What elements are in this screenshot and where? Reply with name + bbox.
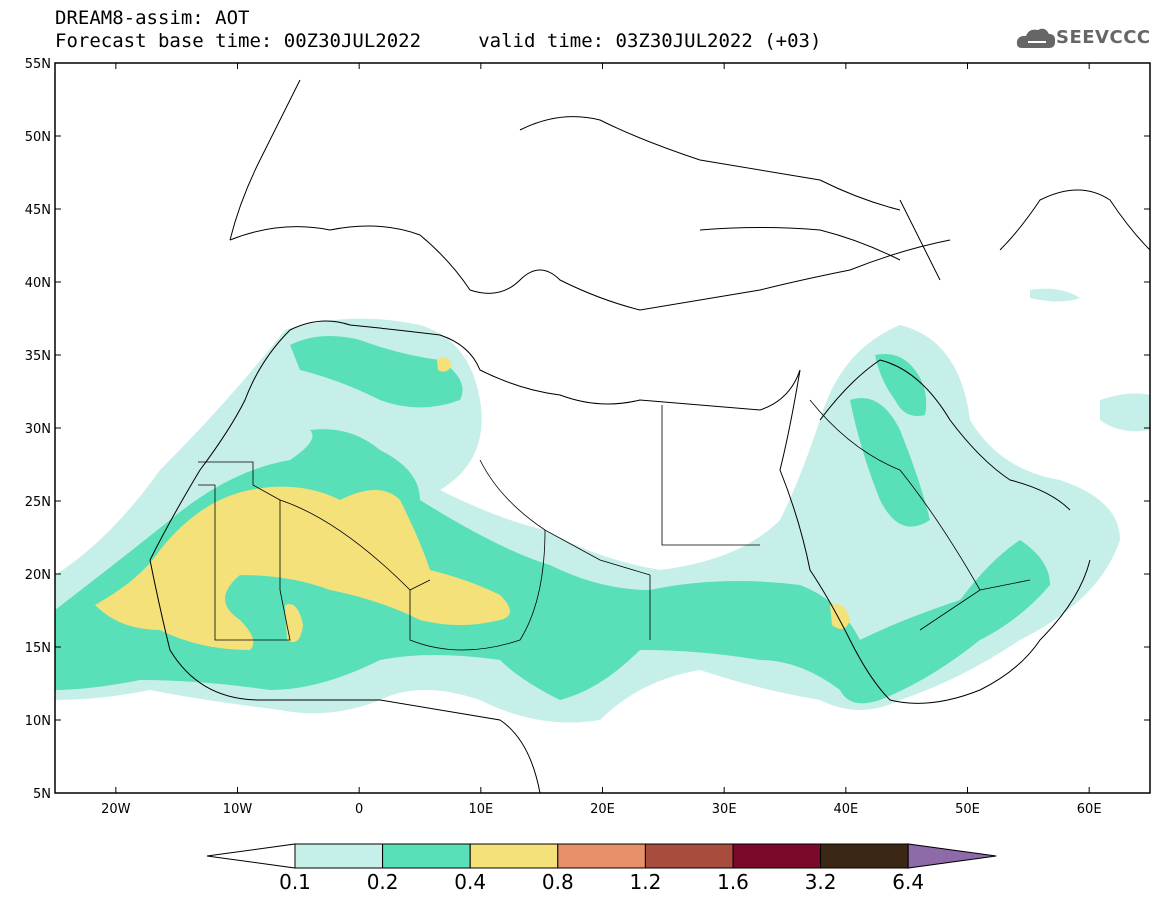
colorbar-label: 3.2 [804,870,837,894]
lat-label: 10N [25,714,51,729]
colorbar-cell [644,843,734,869]
lon-label: 40E [833,802,858,817]
aot-contour-yellow-small3 [285,604,303,643]
aot-contour-yellow-small1 [830,604,850,629]
lat-label: 50N [25,130,51,145]
aot-contour-light-caspian [1030,288,1080,302]
colorbar-cell [382,843,471,869]
lat-label: 40N [25,276,51,291]
colorbar-label: 6.4 [892,870,925,894]
colorbar-label: 0.1 [279,870,311,894]
colorbar-min-arrow [206,843,296,869]
aot-contour-green-arabia [850,398,930,527]
colorbar [206,843,997,869]
latitude-axis: 55N 50N 45N 40N 35N 30N 25N 20N 15N 10N 5N [25,57,1150,802]
colorbar-label: 0.4 [454,870,487,894]
colorbar-cell [294,843,384,869]
lat-label: 20N [25,568,51,583]
lat-label: 25N [25,495,51,510]
aot-field [55,288,1150,723]
lat-label: 45N [25,203,51,218]
country-borders [198,399,1031,651]
colorbar-label: 0.8 [541,870,574,894]
lat-label: 35N [25,349,51,364]
lat-label: 55N [25,57,51,72]
colorbar-max-arrow [907,843,997,869]
colorbar-cell [557,843,646,869]
colorbar-label: 1.6 [717,870,749,894]
colorbar-cell [820,843,909,869]
lon-label: 60E [1077,802,1102,817]
longitude-axis: 20W 10W 0 10E 20E 30E 40E 50E 60E [101,63,1102,817]
aot-contour-yellow [95,486,510,650]
cloud-logo-icon [1016,28,1056,48]
lat-label: 15N [25,641,51,656]
map-title: DREAM8-assim: AOT [55,7,250,29]
colorbar-label: 1.2 [629,870,662,894]
lon-label: 30E [712,802,737,817]
aot-contour-green-north [290,336,463,408]
lat-label: 30N [25,422,51,437]
colorbar-cell [732,843,822,869]
logo-text: SEEVCCC [1056,27,1151,48]
forecast-times: Forecast base time: 00Z30JUL2022 valid t… [55,30,822,52]
aot-contour-yellow-small2 [437,356,452,372]
lon-label: 0 [355,802,363,817]
lon-label: 10W [223,802,253,817]
aot-contour-green-gulf [875,354,927,416]
lon-label: 20E [590,802,615,817]
lon-label: 50E [955,802,980,817]
aot-contour-light-east [1100,393,1150,432]
colorbar-cell [469,843,559,869]
colorbar-label: 0.2 [366,870,399,894]
lat-label: 5N [33,787,51,802]
coastlines [149,79,1150,793]
lon-label: 10E [468,802,493,817]
lon-label: 20W [101,802,131,817]
